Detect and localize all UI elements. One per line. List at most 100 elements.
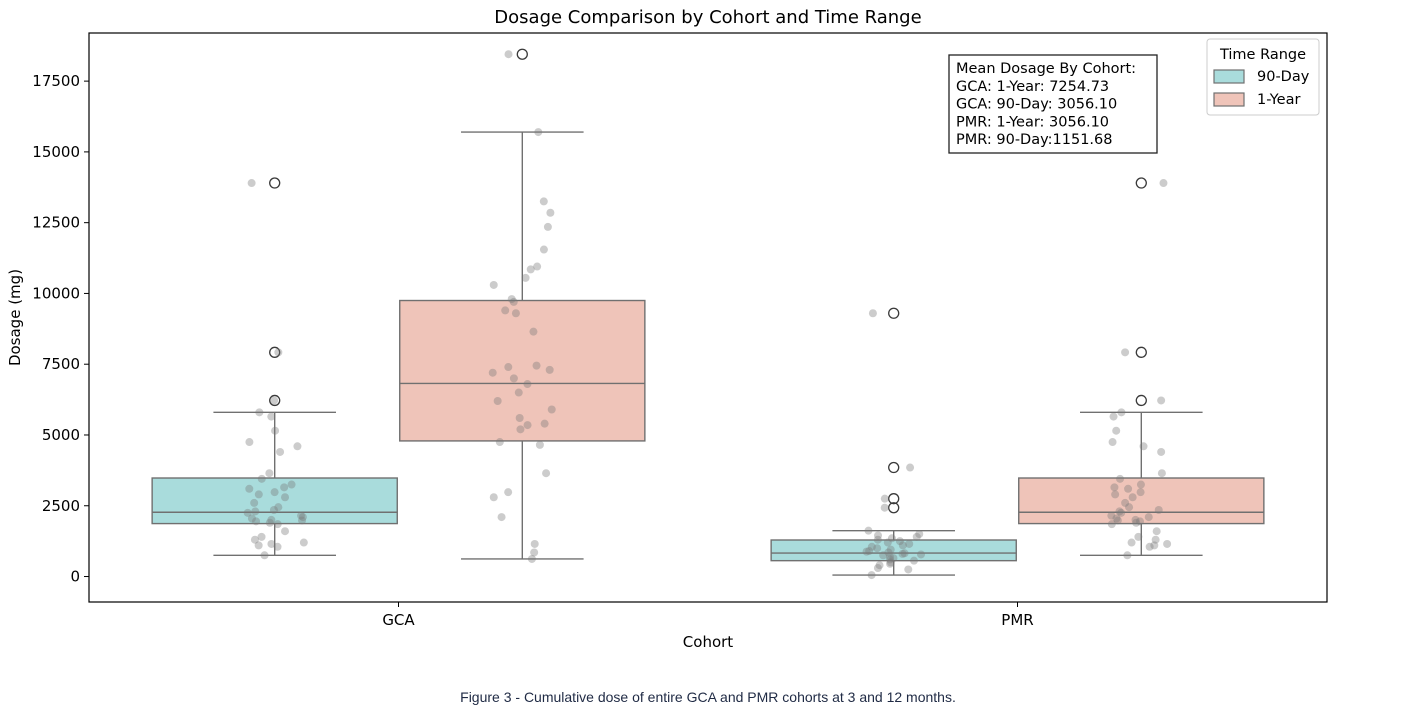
data-point — [514, 388, 523, 397]
data-point — [507, 295, 516, 304]
data-point — [1117, 508, 1126, 517]
data-point — [265, 469, 274, 478]
data-point — [257, 532, 266, 541]
data-point — [269, 505, 278, 514]
data-point — [865, 547, 874, 556]
data-point — [489, 493, 498, 502]
chart-title: Dosage Comparison by Cohort and Time Ran… — [494, 7, 921, 28]
data-point — [488, 368, 497, 377]
outlier-marker — [888, 461, 900, 474]
mean-dosage-annotation: Mean Dosage By Cohort: GCA: 1-Year: 7254… — [948, 54, 1158, 154]
box-iqr — [770, 539, 1017, 562]
data-point — [276, 447, 285, 456]
data-point — [521, 273, 530, 282]
data-point — [873, 544, 882, 553]
box-iqr — [399, 299, 646, 442]
data-point — [1134, 532, 1143, 541]
x-axis: GCA PMR — [382, 602, 1034, 629]
annotation-line: GCA: 90-Day: 3056.10 — [956, 97, 1117, 113]
legend: Time Range 90-Day 1-Year — [1206, 38, 1320, 116]
outlier-marker — [1135, 346, 1147, 358]
data-point — [1152, 527, 1161, 536]
data-point — [530, 548, 539, 557]
annotation-line: PMR: 1-Year: 3056.10 — [956, 114, 1109, 130]
data-point — [547, 405, 556, 414]
y-tick-label: 10000 — [32, 284, 80, 302]
data-point — [542, 469, 551, 478]
outlier-marker — [1135, 177, 1147, 189]
data-point — [1112, 426, 1121, 435]
data-point — [1157, 396, 1166, 405]
data-point — [281, 527, 290, 536]
data-point — [252, 517, 261, 526]
data-point — [539, 245, 548, 254]
outlier-marker — [269, 394, 281, 407]
data-point — [1107, 520, 1116, 529]
box-iqr — [151, 477, 398, 525]
data-point — [267, 539, 276, 548]
data-point — [495, 438, 504, 447]
data-point — [1139, 442, 1148, 451]
x-axis-title: Cohort — [683, 633, 734, 651]
data-point — [293, 442, 302, 451]
legend-swatch-90-day — [1213, 69, 1245, 84]
annotation-box — [948, 54, 1158, 154]
y-tick-label: 2500 — [42, 497, 80, 515]
data-point — [267, 515, 276, 524]
data-point — [1144, 513, 1153, 522]
x-tick-label-gca: GCA — [382, 611, 415, 629]
y-tick-label: 15000 — [32, 143, 80, 161]
data-point — [1136, 480, 1145, 489]
y-axis-title: Dosage (mg) — [6, 269, 24, 366]
x-tick-label-pmr: PMR — [1001, 611, 1033, 629]
box-gca-1-year — [399, 48, 646, 563]
data-point — [880, 494, 889, 503]
data-point — [883, 538, 892, 547]
outlier-marker — [269, 177, 281, 189]
data-point — [1154, 505, 1163, 514]
data-point — [895, 537, 904, 546]
data-point — [523, 380, 532, 389]
legend-label-90-day: 90-Day — [1257, 69, 1310, 85]
outlier-marker — [516, 48, 528, 60]
data-point — [530, 539, 539, 548]
data-point — [1107, 511, 1116, 520]
box-pmr-90-day — [770, 307, 1017, 580]
data-point — [868, 309, 877, 318]
data-point — [1113, 516, 1122, 525]
data-point — [280, 483, 289, 492]
box-gca-90-day — [151, 177, 398, 560]
data-point — [250, 535, 259, 544]
data-point — [1150, 541, 1159, 550]
data-point — [885, 552, 894, 561]
plot-frame — [88, 32, 1328, 603]
data-point — [880, 503, 889, 512]
data-point — [546, 208, 555, 217]
data-point — [900, 549, 909, 558]
data-point — [532, 361, 541, 370]
outlier-marker — [888, 493, 900, 505]
data-point — [898, 549, 907, 558]
data-point — [1135, 517, 1144, 526]
y-tick-label: 17500 — [32, 72, 80, 90]
data-point — [917, 550, 926, 559]
data-point — [270, 488, 279, 497]
data-point — [265, 518, 274, 527]
box-iqr — [1018, 477, 1265, 525]
data-point — [254, 490, 263, 499]
annotation-line: PMR: 90-Day:1151.68 — [956, 132, 1112, 148]
data-point — [1145, 542, 1154, 551]
outlier-marker — [888, 307, 900, 319]
plot-area — [151, 48, 1265, 580]
data-point — [251, 507, 260, 516]
annotation-line: GCA: 1-Year: 7254.73 — [956, 79, 1109, 95]
data-point — [535, 440, 544, 449]
data-point — [1111, 490, 1120, 499]
data-point — [270, 396, 279, 405]
data-point — [1112, 514, 1121, 523]
data-point — [1117, 408, 1126, 417]
data-point — [523, 421, 532, 430]
legend-label-1-year: 1-Year — [1257, 92, 1300, 108]
data-point — [281, 493, 290, 502]
